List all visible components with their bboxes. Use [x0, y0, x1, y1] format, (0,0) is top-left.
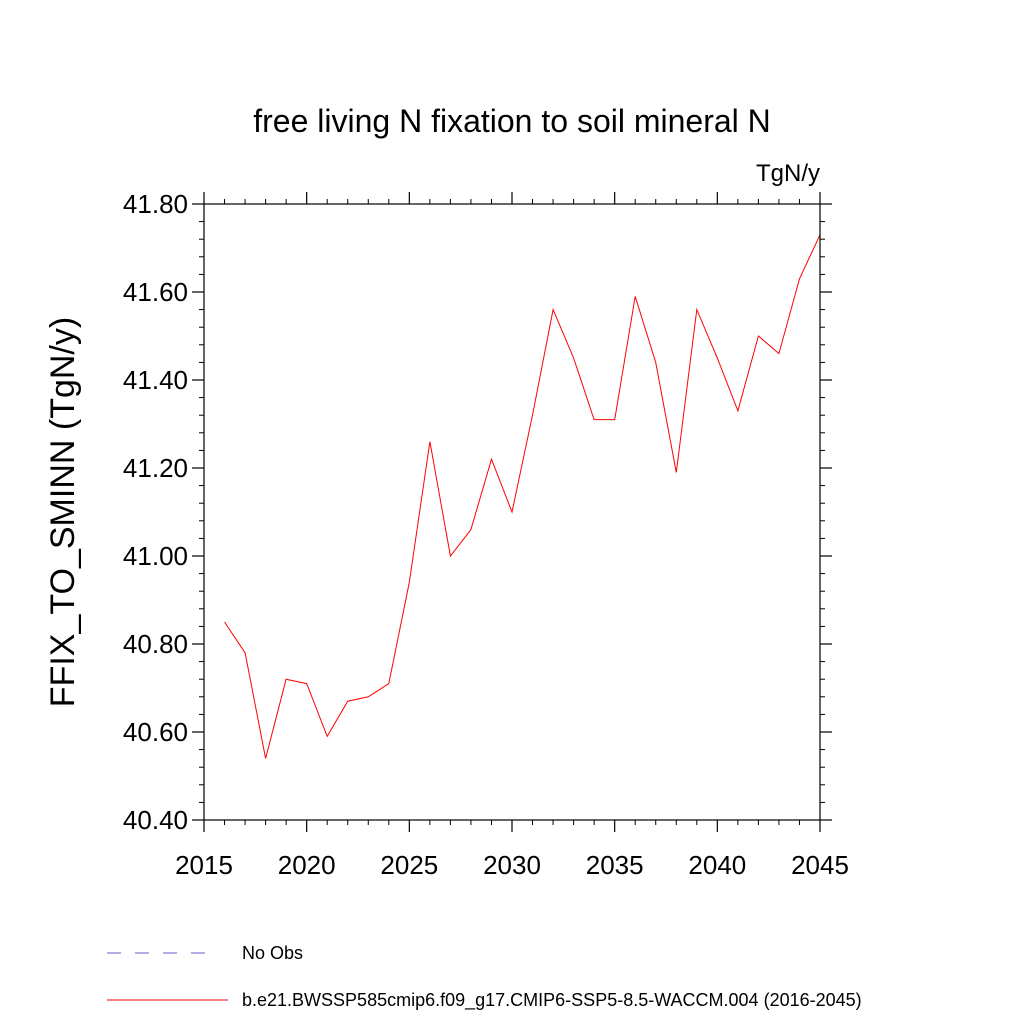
x-tick-labels: 2015 2020 2025 2030 2035 2040 2045	[175, 850, 849, 880]
y-tick-label: 41.00	[123, 541, 188, 571]
legend-label-no-obs: No Obs	[242, 943, 303, 963]
plot-frame	[203, 203, 821, 821]
chart-title: free living N fixation to soil mineral N	[253, 103, 771, 139]
x-tick-label: 2045	[791, 850, 849, 880]
x-tick-label: 2025	[380, 850, 438, 880]
y-tick-label: 41.80	[123, 189, 188, 219]
y-tick-label: 40.80	[123, 629, 188, 659]
x-tick-label: 2035	[586, 850, 644, 880]
series-line-model-run	[224, 234, 821, 759]
y-tick-label: 40.40	[123, 805, 188, 835]
y-tick-label: 41.60	[123, 277, 188, 307]
y-tick-labels: 40.40 40.60 40.80 41.00 41.20 41.40 41.60 41.80	[123, 189, 188, 835]
y-tick-label: 41.20	[123, 453, 188, 483]
x-tick-label: 2040	[688, 850, 746, 880]
y-tick-label: 41.40	[123, 365, 188, 395]
units-label: TgN/y	[756, 160, 820, 187]
minor-ticks	[199, 199, 825, 825]
legend: No Obs b.e21.BWSSP585cmip6.f09_g17.CMIP6…	[107, 943, 862, 1011]
major-ticks	[192, 192, 832, 832]
y-tick-label: 40.60	[123, 717, 188, 747]
series-layer	[224, 234, 821, 759]
legend-label-model-run: b.e21.BWSSP585cmip6.f09_g17.CMIP6-SSP5-8…	[242, 990, 862, 1011]
x-tick-label: 2030	[483, 850, 541, 880]
y-axis-label: FFIX_TO_SMINN (TgN/y)	[44, 317, 82, 707]
x-tick-label: 2015	[175, 850, 233, 880]
x-tick-label: 2020	[278, 850, 336, 880]
